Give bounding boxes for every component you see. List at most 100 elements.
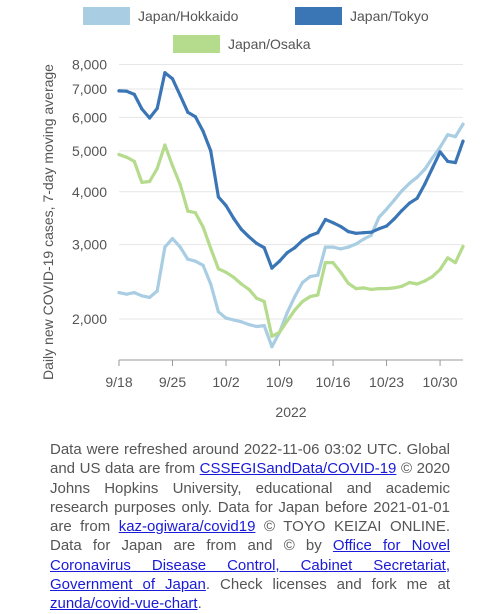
data-point (277, 259, 282, 263)
y-tick-label: 8,000 (72, 57, 107, 73)
data-point (262, 299, 266, 304)
data-point (446, 133, 450, 137)
data-point (323, 261, 327, 265)
x-tick-label: 10/2 (212, 374, 239, 390)
data-point (277, 330, 282, 334)
link-office-covid-control[interactable]: Office for Novel Coronavirus Disease Con… (50, 537, 450, 594)
data-point (461, 244, 465, 248)
x-tick-label: 10/16 (316, 374, 351, 390)
data-point (293, 308, 297, 312)
data-point (438, 145, 442, 149)
data-point (407, 280, 412, 285)
data-point (323, 217, 327, 222)
data-point (362, 237, 366, 241)
series-japan-hokkaido (117, 122, 465, 349)
data-point (285, 251, 289, 255)
data-point (148, 179, 152, 184)
data-point (446, 256, 450, 260)
chart-axes: 2,000 3,000 4,000 5,000 6,000 7,000 8,000 9/18 9… (72, 57, 463, 390)
data-point (270, 334, 274, 338)
data-point (385, 224, 389, 228)
footer-text-4: . Check licenses and fork me at (205, 576, 450, 594)
legend-item: Japan/Hokkaido (83, 7, 239, 25)
data-point (362, 231, 366, 235)
data-point (346, 281, 350, 285)
data-point (331, 221, 335, 225)
data-point (369, 287, 373, 291)
data-point (193, 211, 197, 215)
x-tick-label: 10/9 (266, 374, 293, 390)
data-point (385, 207, 389, 211)
footer-text-3: © TOYO KEIZAI ONLINE. Data for Japan are… (50, 518, 450, 555)
data-point (270, 266, 274, 270)
data-point (377, 215, 381, 219)
data-point (224, 316, 228, 320)
footer-text-2: © 2020 Johns Hopkins University, educati… (50, 460, 450, 536)
data-point (316, 231, 320, 235)
data-point (170, 164, 175, 168)
data-source-footer: Data were refreshed around 2022-11-06 03… (50, 440, 450, 614)
data-point (423, 279, 427, 283)
data-point (346, 230, 350, 234)
data-point (415, 196, 419, 200)
data-point (461, 139, 465, 143)
data-point (132, 291, 136, 295)
link-csse-data[interactable]: CSSEGISandData/COVID-19 (199, 460, 397, 478)
y-tick-label: 3,000 (72, 237, 107, 253)
data-point (178, 93, 182, 98)
link-kaz-ogiwara[interactable]: kaz-ogiwara/covid19 (118, 518, 256, 536)
data-point (377, 287, 381, 291)
data-point (362, 286, 366, 290)
legend-item: Japan/Osaka (173, 35, 311, 53)
series-japan-tokyo (117, 71, 465, 270)
x-tick-label: 9/18 (105, 374, 132, 390)
data-point (407, 181, 412, 185)
chart-series (117, 71, 465, 349)
data-point (148, 295, 152, 299)
y-tick-label: 6,000 (72, 109, 107, 125)
data-point (186, 110, 190, 114)
data-point (438, 267, 442, 272)
data-point (216, 267, 220, 271)
legend-swatch (173, 35, 220, 53)
data-point (125, 89, 129, 93)
data-point (346, 245, 350, 249)
data-point (293, 246, 297, 250)
legend: Japan/Hokkaido Japan/Tokyo Japan/Osaka (83, 7, 429, 53)
data-point (140, 107, 144, 111)
data-point (224, 270, 228, 274)
data-point (339, 224, 343, 229)
link-covid-vue-chart[interactable]: zunda/covid-vue-chart (50, 595, 198, 613)
data-point (117, 152, 121, 157)
data-point (453, 135, 457, 139)
y-tick-label: 4,000 (72, 184, 107, 200)
data-point (400, 209, 404, 213)
data-point (163, 245, 167, 249)
series-line (117, 143, 465, 338)
data-point (354, 231, 358, 235)
data-point (186, 257, 190, 261)
data-point (293, 295, 297, 299)
chart-gridlines (119, 64, 463, 320)
data-point (308, 295, 312, 299)
data-point (209, 282, 213, 286)
legend-swatch (295, 7, 342, 25)
data-point (170, 77, 175, 81)
data-point (262, 246, 266, 250)
data-point (415, 175, 419, 179)
data-point (300, 299, 305, 304)
data-point (117, 291, 121, 295)
data-point (216, 195, 220, 199)
data-point (438, 150, 442, 154)
data-point (385, 287, 389, 291)
data-point (285, 311, 289, 315)
x-tick-label: 9/25 (159, 374, 186, 390)
data-point (430, 156, 434, 160)
data-point (247, 287, 251, 291)
data-point (392, 198, 396, 202)
x-axis-label: 2022 (275, 404, 306, 420)
data-point (430, 275, 434, 279)
legend-label: Japan/Tokyo (350, 8, 429, 24)
data-point (331, 245, 335, 249)
x-tick-label: 10/23 (369, 374, 404, 390)
